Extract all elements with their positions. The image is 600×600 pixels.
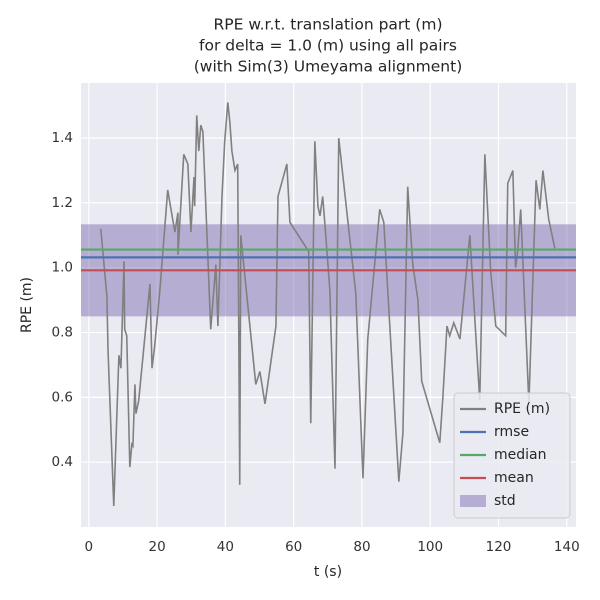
y-tick-label: 0.6: [52, 389, 73, 405]
x-tick-label: 40: [217, 539, 234, 555]
legend-label: rmse: [494, 424, 529, 440]
x-tick-label: 100: [417, 539, 443, 555]
y-tick-label: 1.0: [52, 260, 73, 276]
x-axis-label: t (s): [314, 564, 342, 580]
data-line: [100, 102, 556, 506]
y-tick-label: 0.4: [52, 454, 73, 470]
y-tick-label: 1.2: [52, 195, 73, 211]
legend-label: std: [494, 493, 516, 509]
chart-title: for delta = 1.0 (m) using all pairs: [199, 37, 457, 55]
legend-label: RPE (m): [494, 401, 550, 417]
x-tick-label: 60: [285, 539, 302, 555]
chart-title: RPE w.r.t. translation part (m): [213, 16, 442, 34]
y-tick-label: 0.8: [52, 325, 73, 341]
x-tick-label: 140: [554, 539, 580, 555]
legend-label: median: [494, 447, 546, 463]
legend-label: mean: [494, 470, 534, 486]
y-axis-label: RPE (m): [19, 277, 35, 333]
x-tick-label: 120: [486, 539, 512, 555]
x-tick-label: 20: [149, 539, 166, 555]
x-tick-label: 80: [353, 539, 370, 555]
legend-box: [453, 392, 571, 519]
chart-title: (with Sim(3) Umeyama alignment): [194, 58, 463, 76]
x-tick-label: 0: [85, 539, 94, 555]
y-tick-label: 1.4: [52, 130, 73, 146]
legend-swatch: [460, 495, 486, 507]
